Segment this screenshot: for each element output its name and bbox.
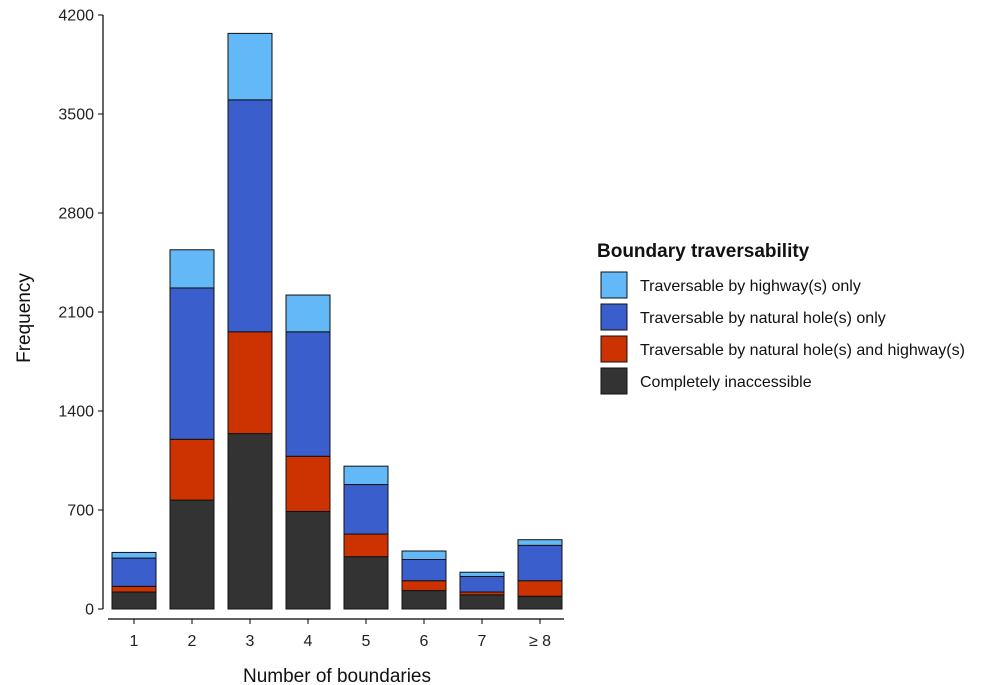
bar-segment	[285, 510, 331, 610]
legend: Boundary traversability Traversable by h…	[597, 241, 965, 395]
bar-segment	[169, 499, 215, 610]
x-tick-label: 3	[246, 633, 255, 650]
bar-segment	[169, 249, 215, 289]
y-tick-label: 2800	[58, 206, 94, 223]
bar-segment	[111, 585, 157, 593]
bar-segment	[401, 580, 447, 592]
x-axis-title: Number of boundaries	[243, 666, 431, 685]
bar-segment	[227, 331, 273, 435]
legend-items: Traversable by highway(s) only Traversabl…	[600, 271, 965, 395]
bar-segment	[517, 544, 563, 582]
bar-segment	[111, 557, 157, 587]
bar-segment	[227, 433, 273, 610]
bar-segment	[343, 533, 389, 558]
bar-segment	[401, 559, 447, 582]
bar-segment	[227, 99, 273, 333]
y-tick-label: 700	[67, 503, 94, 520]
y-tick-label: 0	[85, 602, 94, 619]
y-tick-label: 4200	[58, 8, 94, 25]
legend-swatch	[600, 367, 628, 395]
x-tick-label: 1	[130, 633, 139, 650]
y-axis-title: Frequency	[14, 273, 35, 363]
bar-segment	[285, 331, 331, 457]
bar-segment	[111, 591, 157, 610]
legend-swatch	[600, 303, 628, 331]
x-tick-label: 4	[304, 633, 313, 650]
bar-segment	[517, 595, 563, 610]
y-axis: 0 700 1400 2100 2800 3500 4200	[58, 8, 104, 619]
y-tick-label: 1400	[58, 404, 94, 421]
bar-segment	[459, 571, 505, 577]
x-tick-label: 5	[362, 633, 371, 650]
x-tick-label: 2	[188, 633, 197, 650]
bar-segment	[285, 455, 331, 512]
bar-segment	[111, 551, 157, 559]
bar-segment	[517, 539, 563, 546]
bar-segment	[343, 465, 389, 486]
y-tick-label: 3500	[58, 107, 94, 124]
legend-label: Traversable by highway(s) only	[640, 278, 861, 295]
legend-label: Traversable by natural hole(s) only	[640, 310, 886, 327]
legend-label: Completely inaccessible	[640, 374, 812, 391]
x-axis: 1 2 3 4 5 6 7 ≥ 8	[108, 618, 564, 650]
bar-segment	[343, 484, 389, 535]
bar-segment	[343, 556, 389, 610]
bar-segment	[227, 32, 273, 101]
x-tick-label: 6	[420, 633, 429, 650]
legend-swatch	[600, 271, 628, 299]
bar-segment	[169, 287, 215, 440]
y-tick-label: 2100	[58, 305, 94, 322]
legend-title: Boundary traversability	[597, 241, 810, 262]
x-tick-label: ≥ 8	[529, 633, 551, 650]
x-tick-label: 7	[478, 633, 487, 650]
bar-segment	[517, 580, 563, 597]
bar-segment	[401, 550, 447, 560]
bar-segment	[401, 590, 447, 610]
legend-swatch	[600, 335, 628, 363]
bar-segment	[459, 575, 505, 593]
bar-segment	[285, 294, 331, 333]
bar-segment	[169, 438, 215, 501]
bar-segment	[459, 594, 505, 610]
bars	[111, 32, 563, 610]
legend-label: Traversable by natural hole(s) and highw…	[640, 342, 965, 359]
